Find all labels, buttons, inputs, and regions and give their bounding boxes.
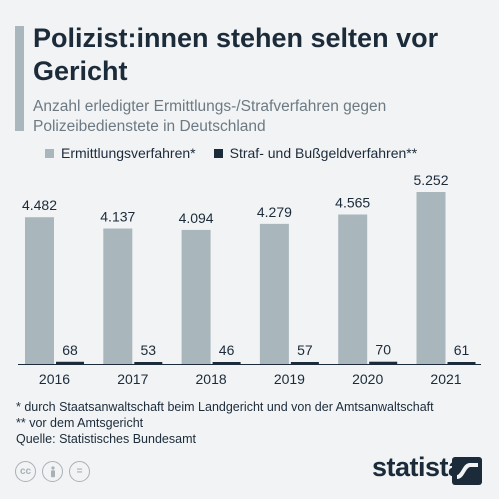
bar-strafverfahren-2019 bbox=[290, 362, 319, 364]
legend-swatch-series-1 bbox=[45, 148, 54, 158]
data-label-strafverfahren-2020: 70 bbox=[375, 342, 391, 358]
x-tick-label-2019: 2019 bbox=[274, 371, 305, 387]
x-tick-label-2017: 2017 bbox=[117, 371, 148, 387]
x-tick-label-2020: 2020 bbox=[352, 371, 383, 387]
data-label-ermittlungsverfahren-2020: 4.565 bbox=[335, 194, 370, 210]
data-label-ermittlungsverfahren-2021: 5.252 bbox=[413, 172, 448, 188]
x-tick-label-2018: 2018 bbox=[196, 371, 227, 387]
creative-commons-icon[interactable]: cc bbox=[15, 461, 36, 482]
chart-legend: Ermittlungsverfahren* Straf- und Bußgeld… bbox=[45, 145, 485, 161]
bar-ermittlungsverfahren-2018 bbox=[181, 229, 211, 364]
bar-strafverfahren-2021 bbox=[447, 362, 476, 364]
bar-ermittlungsverfahren-2016 bbox=[25, 217, 54, 364]
chart-subtitle: Anzahl erledigter Ermittlungs-/Strafverf… bbox=[33, 98, 387, 135]
bar-strafverfahren-2017 bbox=[134, 362, 163, 364]
footnotes: * durch Staatsanwaltschaft beim Landgeri… bbox=[16, 399, 486, 447]
x-tick-label-2021: 2021 bbox=[430, 371, 461, 387]
legend-swatch-series-2 bbox=[213, 148, 223, 158]
bar-strafverfahren-2020 bbox=[369, 361, 398, 364]
data-label-ermittlungsverfahren-2018: 4.094 bbox=[179, 210, 214, 226]
data-label-ermittlungsverfahren-2016: 4.482 bbox=[22, 197, 57, 213]
data-label-ermittlungsverfahren-2017: 4.137 bbox=[100, 209, 135, 225]
x-tick-label-2016: 2016 bbox=[39, 371, 70, 387]
statista-logo-icon[interactable] bbox=[452, 457, 482, 485]
person-icon bbox=[50, 465, 55, 477]
bar-ermittlungsverfahren-2019 bbox=[259, 223, 289, 364]
legend-label-series-1: Ermittlungsverfahren* bbox=[61, 145, 196, 161]
legend-item-ermittlungsverfahren: Ermittlungsverfahren* bbox=[45, 145, 196, 161]
data-label-strafverfahren-2021: 61 bbox=[454, 342, 470, 358]
bar-strafverfahren-2016 bbox=[56, 361, 84, 364]
license-icons: cc = bbox=[15, 461, 96, 482]
data-label-strafverfahren-2016: 68 bbox=[62, 342, 78, 358]
legend-item-strafverfahren: Straf- und Bußgeldverfahren** bbox=[213, 145, 418, 161]
bar-strafverfahren-2018 bbox=[212, 362, 241, 364]
data-label-ermittlungsverfahren-2019: 4.279 bbox=[257, 204, 292, 220]
source-note: Quelle: Statistisches Bundesamt bbox=[16, 432, 196, 446]
data-label-strafverfahren-2018: 46 bbox=[219, 342, 235, 358]
bar-ermittlungsverfahren-2017 bbox=[103, 228, 133, 364]
attribution-icon[interactable] bbox=[42, 461, 63, 482]
data-label-strafverfahren-2019: 57 bbox=[297, 342, 313, 358]
no-derivatives-icon[interactable]: = bbox=[69, 461, 90, 482]
legend-label-series-2: Straf- und Bußgeldverfahren** bbox=[229, 145, 418, 161]
footnote-1: * durch Staatsanwaltschaft beim Landgeri… bbox=[16, 400, 434, 414]
title-accent-bar bbox=[15, 26, 24, 131]
bar-ermittlungsverfahren-2020 bbox=[338, 214, 368, 364]
bar-ermittlungsverfahren-2021 bbox=[416, 192, 446, 364]
statista-wordmark[interactable]: statista bbox=[372, 452, 463, 482]
data-label-strafverfahren-2017: 53 bbox=[141, 342, 157, 358]
chart-title: Polizist:innen stehen selten vor Gericht bbox=[33, 23, 439, 86]
footnote-2: ** vor dem Amtsgericht bbox=[16, 416, 144, 430]
